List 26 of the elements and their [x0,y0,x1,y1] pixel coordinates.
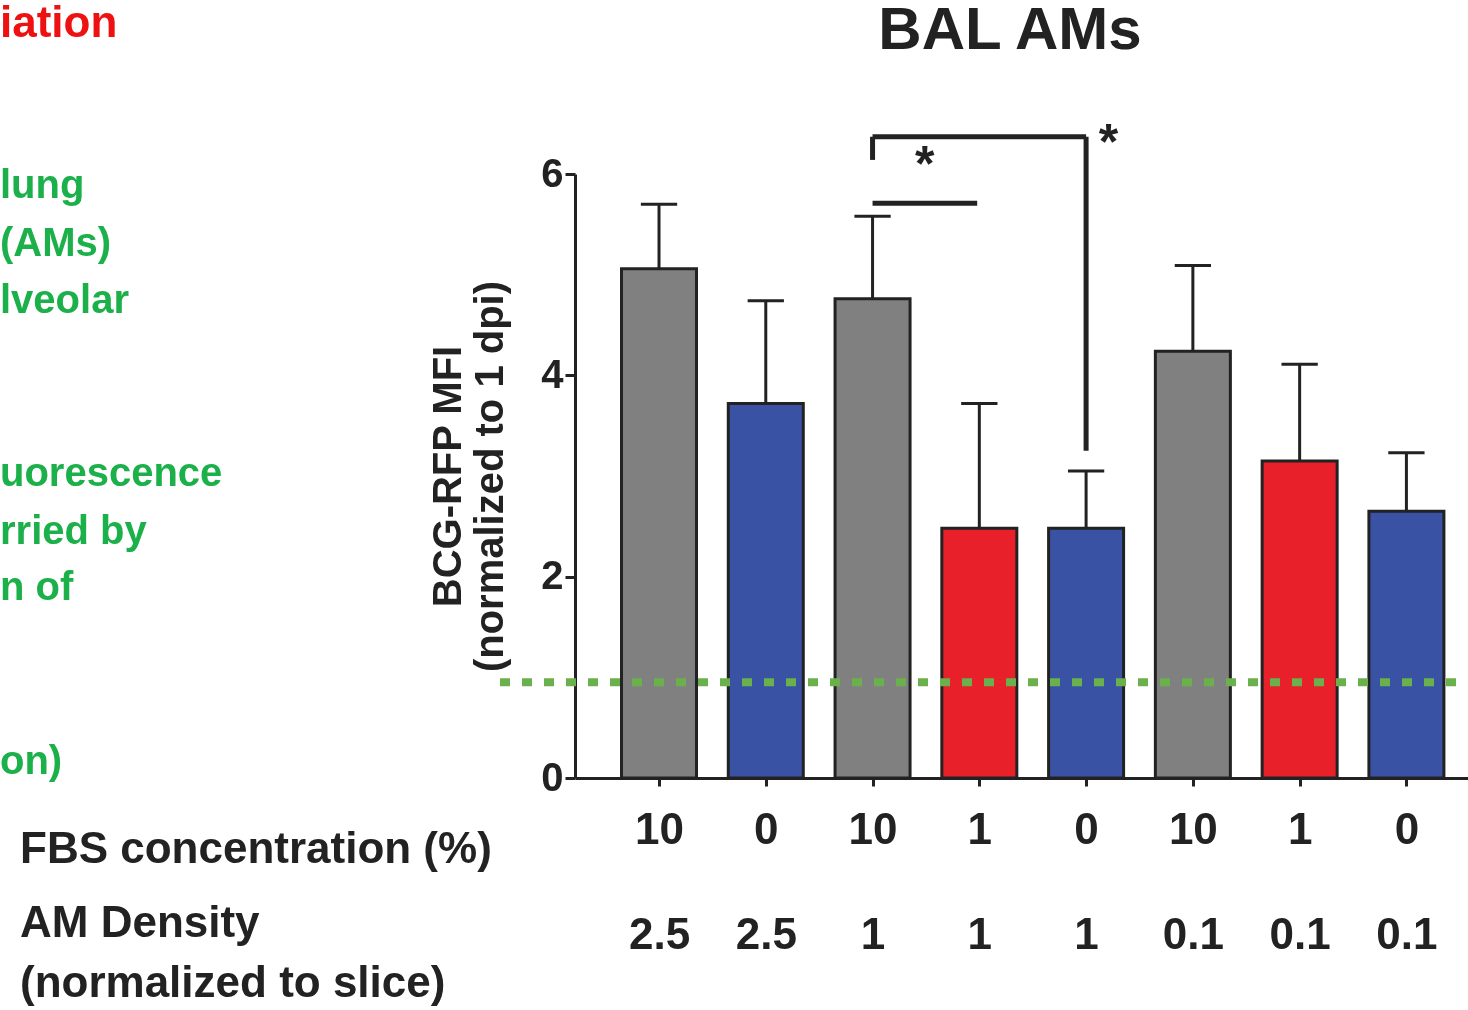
category-label: 10 1 [848,803,898,958]
category-label: 0 0.1 [1376,803,1438,958]
text: (AMs) [0,220,112,264]
text: lung [0,162,85,206]
annotation: * [915,136,936,192]
category-label: 0 2.5 [735,803,797,958]
text: uorescence [0,450,223,494]
category-label: 0 1 [1074,803,1099,958]
category-label: 10 0.1 [1162,803,1224,958]
y-tick-label: 4 [541,351,565,396]
y-axis-title: BCG-RFP MFI (normalized to 1 dpi) [425,280,512,673]
text: rried by [0,508,148,552]
text: FBS concentration (%) [20,823,492,872]
text: n of [0,564,74,608]
y-tick-label: 0 [541,754,564,799]
text: iation [0,0,118,46]
category-label: 1 0.1 [1269,803,1331,958]
text: * [1098,114,1119,170]
text: on) [0,738,63,782]
category-label: 10 2.5 [628,803,691,958]
y-tick-label: 2 [541,553,564,598]
category-label: 1 1 [967,803,993,958]
text: AM Density (normalized to slice) [20,897,446,1006]
y-tick-label: 6 [541,150,564,195]
chart-title: BAL AMs [878,0,1142,62]
text: lveolar [0,277,129,321]
